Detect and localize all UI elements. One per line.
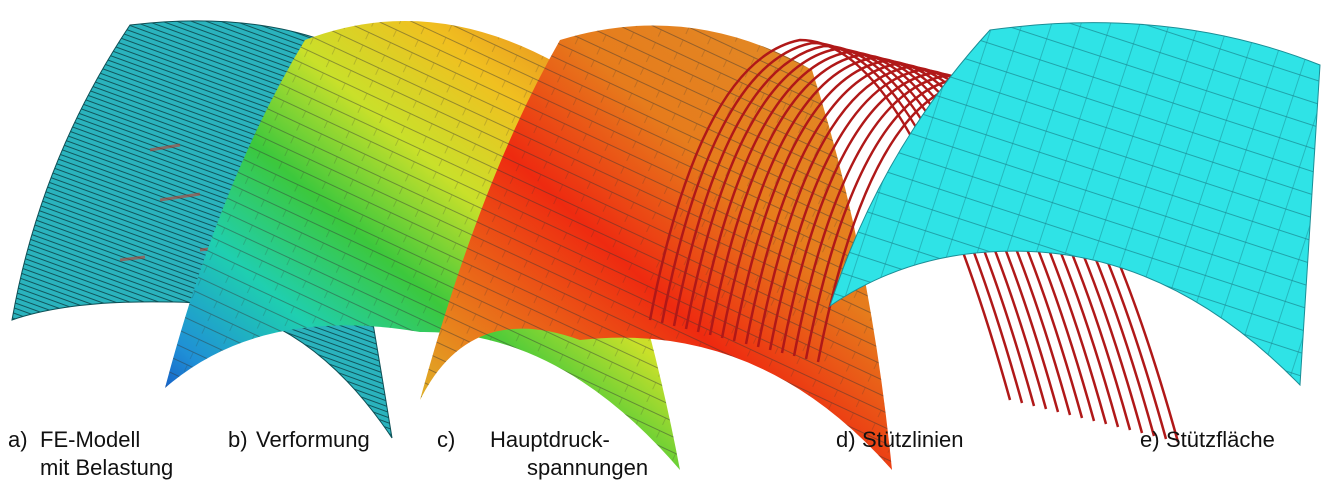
captions: a) FE-Modell mit Belastung b) Verformung c) Ha…: [8, 427, 1275, 480]
caption-label: c): [437, 427, 455, 452]
caption-text: Hauptdruck-: [490, 427, 610, 452]
caption-label: d): [836, 427, 856, 452]
caption-label: a): [8, 427, 28, 452]
caption-label: e): [1140, 427, 1160, 452]
figure: a) FE-Modell mit Belastung b) Verformung c) Ha…: [0, 0, 1329, 490]
caption-text: mit Belastung: [40, 455, 173, 480]
caption-text: Stützlinien: [862, 427, 964, 452]
caption-label: b): [228, 427, 248, 452]
caption-text: Verformung: [256, 427, 370, 452]
caption-text: spannungen: [527, 455, 648, 480]
caption-text: Stützfläche: [1166, 427, 1275, 452]
caption-text: FE-Modell: [40, 427, 140, 452]
